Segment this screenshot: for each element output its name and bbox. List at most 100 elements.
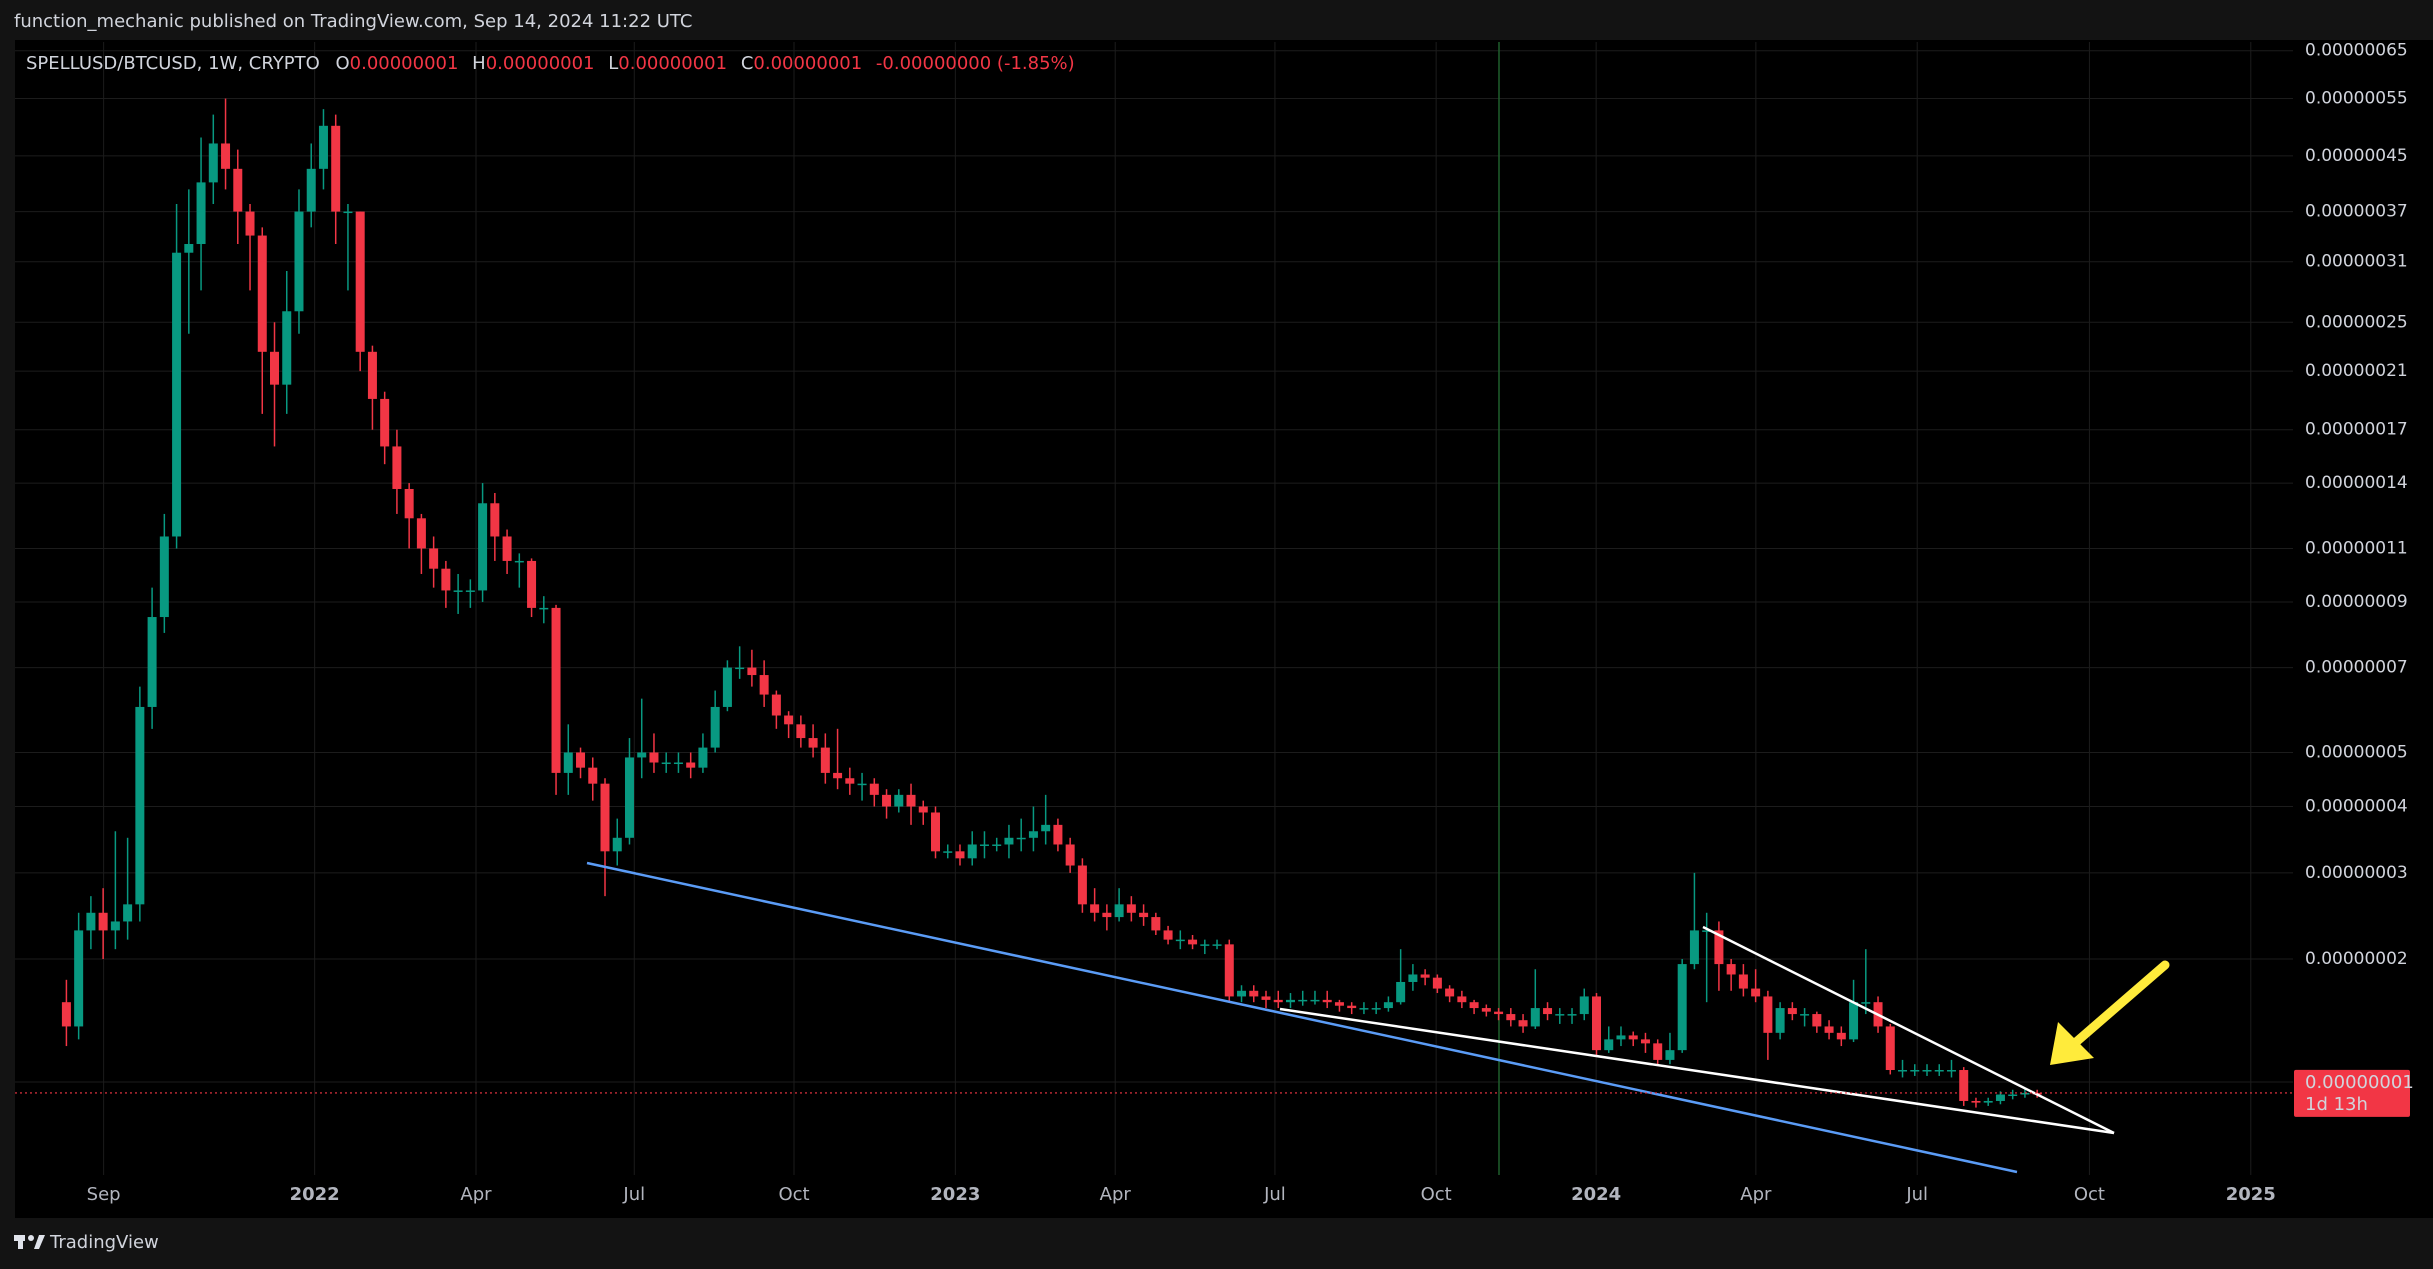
drawings [586, 861, 2170, 1174]
candle-body [502, 536, 512, 561]
candle-body [1824, 1026, 1834, 1033]
y-tick-label: 0.00000005 [2305, 742, 2408, 762]
candle-body [514, 560, 524, 563]
candle-body [796, 724, 806, 739]
candle-body [1567, 1014, 1577, 1016]
candle-body [1004, 837, 1014, 845]
candle-body [992, 844, 1002, 846]
candle-body [1249, 990, 1259, 997]
candle-body [1494, 1011, 1504, 1015]
candle-body [1604, 1039, 1614, 1051]
candle-body [1163, 930, 1173, 940]
x-tick-label: 2025 [2226, 1184, 2276, 1205]
candle-body [1359, 1008, 1369, 1010]
bar-countdown: 1d 13h [2305, 1094, 2368, 1115]
candle-body [979, 844, 989, 846]
open-value: 0.00000001 [350, 53, 459, 74]
candle-body [1983, 1100, 1993, 1103]
logo-slash [34, 1235, 45, 1249]
candle-body [1041, 824, 1051, 832]
candle-body [1432, 977, 1442, 989]
arrow-head [2050, 1022, 2094, 1065]
candle-body [1518, 1020, 1528, 1027]
candle-body [1053, 824, 1063, 845]
publish-header: function_mechanic published on TradingVi… [14, 11, 692, 32]
candle-body [1298, 999, 1308, 1002]
candle-body [343, 211, 353, 214]
candle-body [698, 747, 708, 768]
y-tick-label: 0.00000011 [2305, 538, 2408, 558]
candle-body [61, 1002, 71, 1027]
candle-body [624, 757, 634, 838]
candle-body [1836, 1032, 1846, 1040]
y-tick-label: 0.00000055 [2305, 89, 2408, 109]
candle-body [1077, 865, 1087, 905]
candle-body [686, 762, 696, 768]
y-tick-label: 0.00000037 [2305, 202, 2408, 222]
candle-body [1139, 912, 1149, 918]
candle-body [1910, 1070, 1920, 1072]
candle-body [1114, 904, 1124, 918]
candle-body [576, 752, 586, 768]
candle-body [649, 752, 659, 763]
candle-body [1898, 1070, 1908, 1072]
y-tick-label: 0.00000017 [2305, 420, 2408, 440]
candle-body [1861, 1002, 1871, 1004]
chart-pane [15, 40, 2433, 1218]
candle-body [1995, 1094, 2005, 1101]
candle-body [784, 715, 794, 725]
candle-body [196, 182, 206, 245]
candle-body [1689, 930, 1699, 965]
candle-body [1775, 1008, 1785, 1033]
candle-body [1812, 1014, 1822, 1027]
candle-body [637, 752, 647, 758]
candle-body [1408, 974, 1418, 982]
x-tick-label: Apr [1100, 1184, 1132, 1205]
x-tick-label: Sep [87, 1184, 121, 1205]
candle-body [257, 235, 267, 352]
candle-body [490, 503, 500, 537]
candle-body [1738, 974, 1748, 989]
candle-body [1016, 837, 1026, 840]
candle-body [1126, 904, 1136, 913]
candle-body [1849, 1002, 1859, 1040]
candle-body [759, 675, 769, 695]
candle-body [306, 168, 316, 212]
candle-body [1787, 1008, 1797, 1015]
candle-body [1065, 844, 1075, 866]
candle-body [747, 667, 757, 676]
candle-body [1592, 996, 1602, 1051]
candle-body [1469, 1002, 1479, 1009]
candle-body [1310, 999, 1320, 1002]
candle-body [1200, 944, 1210, 946]
candle-body [74, 930, 84, 1027]
candle-body [845, 778, 855, 784]
candle-body [735, 667, 745, 670]
candle-body [1028, 831, 1038, 838]
x-tick-label: Oct [1421, 1184, 1452, 1205]
candle-body [1800, 1014, 1810, 1016]
footer-brand: TradingView [49, 1232, 159, 1253]
candle-body [1212, 944, 1222, 946]
candle-body [1481, 1008, 1491, 1012]
candle-body [1322, 999, 1332, 1003]
candle-body [1959, 1070, 1969, 1101]
candle-body [1445, 988, 1455, 997]
candle-body [416, 518, 426, 549]
candle-body [710, 706, 720, 748]
candle-body [1347, 1005, 1357, 1009]
candle-body [661, 762, 671, 765]
candle-body [1285, 999, 1295, 1003]
candle-body [1334, 1002, 1344, 1006]
x-tick-label: 2022 [290, 1184, 340, 1205]
logo-stem [18, 1235, 23, 1249]
arrow-shaft [2070, 960, 2170, 1048]
candle-body [331, 125, 341, 212]
candle-body [441, 568, 451, 591]
candle-body [453, 590, 463, 592]
x-tick-label: Jul [1905, 1184, 1928, 1205]
candle-body [392, 446, 402, 489]
candle-body [1640, 1039, 1650, 1044]
candle-body [539, 607, 549, 610]
candle-body [1922, 1070, 1932, 1072]
